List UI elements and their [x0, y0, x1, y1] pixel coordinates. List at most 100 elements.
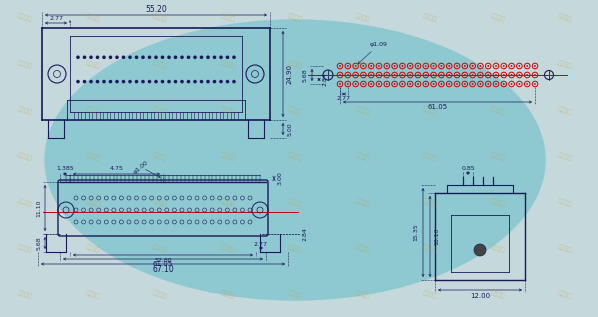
Circle shape [480, 83, 481, 85]
Circle shape [401, 83, 403, 85]
Circle shape [401, 74, 403, 76]
Circle shape [173, 55, 177, 59]
Circle shape [534, 65, 536, 67]
Circle shape [355, 83, 356, 85]
Circle shape [448, 83, 450, 85]
Circle shape [161, 80, 164, 83]
Circle shape [441, 83, 443, 85]
Text: 61.05: 61.05 [153, 261, 173, 267]
Text: 15.35: 15.35 [413, 224, 419, 241]
Circle shape [472, 83, 474, 85]
Text: 1.385: 1.385 [56, 166, 74, 171]
Circle shape [534, 74, 536, 76]
Circle shape [180, 55, 184, 59]
Circle shape [89, 55, 93, 59]
Circle shape [83, 55, 86, 59]
Circle shape [425, 74, 427, 76]
Circle shape [456, 74, 458, 76]
Text: 华联电子: 华联电子 [355, 59, 371, 69]
Text: 华联电子: 华联电子 [287, 105, 303, 115]
Text: 0.85: 0.85 [461, 165, 475, 171]
Circle shape [219, 80, 223, 83]
Text: 华联电子: 华联电子 [355, 290, 371, 300]
Circle shape [378, 74, 380, 76]
Circle shape [187, 55, 190, 59]
Circle shape [109, 55, 112, 59]
Circle shape [173, 80, 177, 83]
Circle shape [393, 65, 395, 67]
Text: 华联电子: 华联电子 [557, 290, 573, 300]
Text: 52.80: 52.80 [154, 257, 172, 262]
Circle shape [148, 80, 151, 83]
Text: 华联电子: 华联电子 [17, 152, 33, 161]
Text: 华联电子: 华联电子 [17, 198, 33, 208]
Text: 华联电子: 华联电子 [490, 13, 505, 23]
Circle shape [83, 80, 86, 83]
Circle shape [347, 65, 349, 67]
Circle shape [370, 65, 372, 67]
Text: 华联电子: 华联电子 [557, 13, 573, 23]
Circle shape [102, 55, 106, 59]
Circle shape [96, 80, 99, 83]
Circle shape [148, 55, 151, 59]
Text: 华联电子: 华联电子 [84, 198, 100, 208]
Text: 华联电子: 华联电子 [84, 13, 100, 23]
Text: 55.20: 55.20 [145, 4, 167, 14]
Circle shape [448, 65, 450, 67]
Circle shape [219, 55, 223, 59]
Circle shape [464, 65, 466, 67]
Text: 华联电子: 华联电子 [84, 152, 100, 161]
Text: 华联电子: 华联电子 [219, 244, 236, 254]
Circle shape [200, 55, 203, 59]
Circle shape [180, 80, 184, 83]
Text: 华联电子: 华联电子 [422, 105, 438, 115]
Circle shape [154, 55, 158, 59]
Text: 华联电子: 华联电子 [490, 198, 505, 208]
Text: 华联电子: 华联电子 [219, 59, 236, 69]
Circle shape [433, 83, 435, 85]
Circle shape [141, 80, 145, 83]
Circle shape [409, 83, 411, 85]
Text: 华联电子: 华联电子 [219, 198, 236, 208]
Text: 华联电子: 华联电子 [422, 198, 438, 208]
Circle shape [495, 83, 497, 85]
Circle shape [206, 55, 210, 59]
Text: 华联电子: 华联电子 [355, 13, 371, 23]
Circle shape [464, 83, 466, 85]
Text: 5.68: 5.68 [36, 236, 41, 250]
Circle shape [480, 74, 481, 76]
Circle shape [495, 74, 497, 76]
Circle shape [200, 80, 203, 83]
Circle shape [362, 74, 364, 76]
Circle shape [167, 80, 171, 83]
Circle shape [409, 65, 411, 67]
Circle shape [232, 55, 236, 59]
Text: 华联电子: 华联电子 [355, 244, 371, 254]
Circle shape [355, 74, 356, 76]
Circle shape [89, 80, 93, 83]
Circle shape [135, 55, 138, 59]
Text: 华联电子: 华联电子 [219, 13, 236, 23]
Text: 4.75: 4.75 [109, 166, 123, 171]
Circle shape [122, 55, 126, 59]
Text: 华联电子: 华联电子 [557, 244, 573, 254]
Text: 华联电子: 华联电子 [422, 152, 438, 161]
Circle shape [433, 65, 435, 67]
Text: 2.77: 2.77 [337, 96, 351, 101]
Circle shape [425, 65, 427, 67]
Circle shape [339, 83, 341, 85]
Text: 华联电子: 华联电子 [152, 290, 168, 300]
Text: 华联电子: 华联电子 [17, 59, 33, 69]
Circle shape [417, 83, 419, 85]
Text: 华联电子: 华联电子 [355, 198, 371, 208]
Text: 华联电子: 华联电子 [355, 105, 371, 115]
Circle shape [409, 74, 411, 76]
Text: 2.84: 2.84 [303, 227, 307, 241]
Circle shape [102, 80, 106, 83]
Circle shape [167, 55, 171, 59]
Text: 华联电子: 华联电子 [152, 244, 168, 254]
Text: φ1.09: φ1.09 [358, 42, 388, 64]
Text: 华联电子: 华联电子 [557, 198, 573, 208]
Circle shape [362, 65, 364, 67]
Text: 华联电子: 华联电子 [422, 59, 438, 69]
